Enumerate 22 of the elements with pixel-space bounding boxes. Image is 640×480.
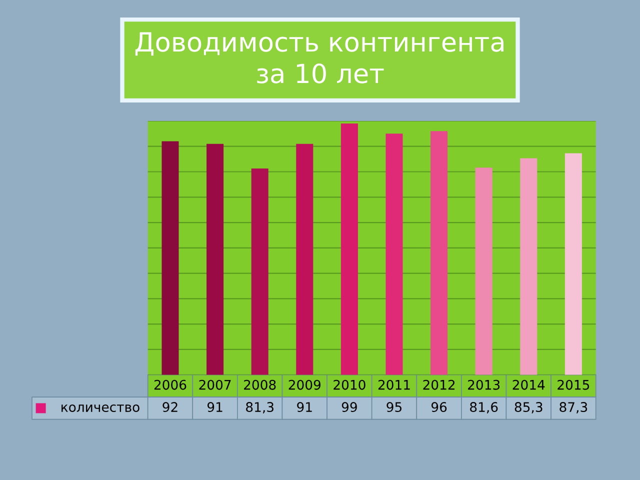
- chart-title: Доводимость контингента за 10 лет: [135, 32, 504, 84]
- data-label: 81,6: [470, 402, 498, 414]
- x-tick-label: 2006: [154, 380, 186, 390]
- x-tick-label: 2009: [288, 380, 320, 390]
- data-label: 87,3: [560, 402, 588, 414]
- x-tick-label: 2008: [244, 380, 276, 390]
- data-label: 92: [162, 402, 178, 412]
- data-label: 91: [297, 402, 312, 412]
- data-label: 85,3: [514, 402, 542, 414]
- data-label: 91: [207, 402, 222, 412]
- x-tick-label: 2007: [199, 380, 231, 390]
- x-tick-label: 2010: [334, 380, 366, 390]
- data-label: 96: [431, 402, 447, 412]
- x-tick-label: 2014: [512, 380, 545, 390]
- x-tick-label: 2013: [468, 380, 500, 390]
- legend-label: количество: [62, 404, 140, 412]
- x-tick-label: 2011: [378, 380, 410, 390]
- x-tick-label: 2015: [558, 380, 590, 390]
- data-label: 95: [386, 402, 402, 412]
- data-label: 81,3: [246, 402, 274, 414]
- x-tick-label: 2012: [423, 380, 455, 390]
- data-label: 99: [342, 402, 357, 412]
